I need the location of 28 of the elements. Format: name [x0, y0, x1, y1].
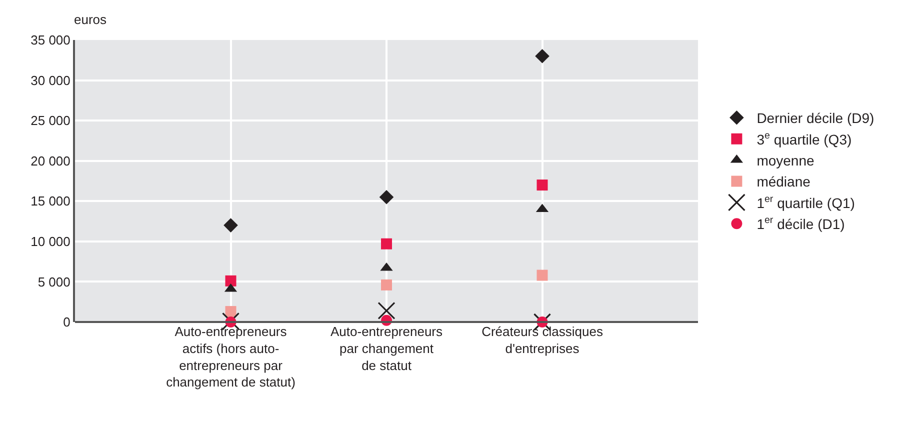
- point: [225, 306, 236, 318]
- point: [378, 302, 396, 320]
- y-tick-label: 35 000: [30, 32, 70, 48]
- point: [381, 279, 392, 290]
- x-tick-label: Créateurs classiques d'entreprises: [482, 324, 604, 356]
- y-tick-label: 15 000: [30, 194, 70, 209]
- legend-label: 1$^{er}$ décile (D1): [756, 215, 845, 232]
- point: [224, 218, 238, 232]
- point: [536, 270, 548, 281]
- legend-label: 3$^{e}$ quartile (Q3): [756, 130, 852, 148]
- point: [536, 180, 548, 191]
- legend-label: médiane: [756, 174, 811, 190]
- x-tick-label: Auto-entrepreneurs actifs (hors auto- entrepreneurs par changement de statut): [166, 324, 296, 390]
- y-tick-label: 25 000: [30, 113, 70, 128]
- y-axis-title: euros: [74, 12, 108, 27]
- point: [379, 190, 394, 204]
- y-tick-label: 0: [63, 314, 70, 330]
- legend-label: Dernier décile (D9): [756, 110, 874, 126]
- legend-label: moyenne: [756, 152, 814, 168]
- x-tick-label: Auto-entrepreneurs par changement de statut: [330, 324, 444, 373]
- legend-label: 1$^{er}$ quartile (Q1): [756, 194, 855, 211]
- y-tick-label: 5 000: [38, 274, 70, 290]
- point: [381, 238, 392, 250]
- point: [225, 275, 236, 286]
- y-tick-label: 20 000: [30, 153, 70, 168]
- y-tick-label: 30 000: [30, 72, 70, 88]
- y-tick-label: 10 000: [30, 234, 70, 249]
- point: [535, 48, 550, 64]
